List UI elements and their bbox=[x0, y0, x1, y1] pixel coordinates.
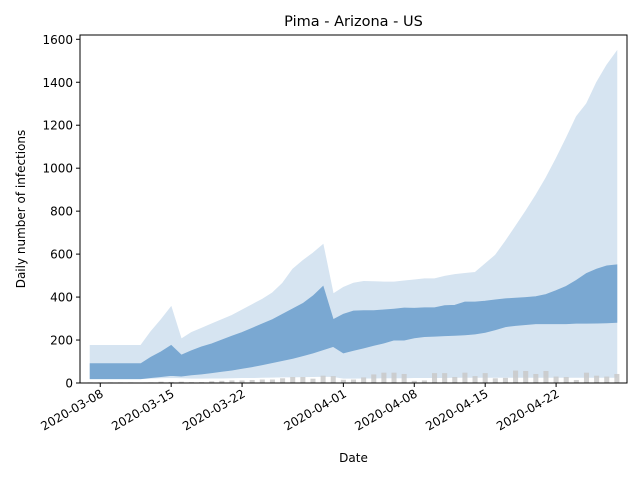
bar bbox=[219, 380, 225, 383]
bar bbox=[401, 373, 407, 383]
bar bbox=[269, 379, 275, 383]
bar bbox=[239, 380, 245, 383]
bar bbox=[594, 375, 600, 383]
y-tick-label: 400 bbox=[50, 291, 73, 305]
bar bbox=[442, 373, 448, 383]
bar bbox=[421, 380, 427, 383]
bar bbox=[604, 376, 610, 383]
bar bbox=[361, 377, 367, 383]
bar bbox=[300, 376, 306, 383]
bar bbox=[513, 370, 519, 383]
y-axis-label: Daily number of infections bbox=[14, 130, 28, 289]
x-tick-label: 2020-03-22 bbox=[180, 386, 247, 433]
x-tick-label: 2020-04-22 bbox=[494, 386, 561, 433]
x-axis-label: Date bbox=[339, 451, 368, 465]
bar bbox=[290, 376, 296, 383]
y-tick-label: 1000 bbox=[42, 162, 73, 176]
inner-band-area bbox=[89, 264, 618, 380]
y-tick-label: 800 bbox=[50, 205, 73, 219]
bar bbox=[583, 372, 590, 383]
y-tick-label: 0 bbox=[65, 377, 73, 391]
bar bbox=[543, 370, 549, 383]
bar bbox=[462, 372, 468, 383]
bar bbox=[533, 373, 539, 383]
bar bbox=[381, 372, 387, 383]
bar bbox=[320, 375, 326, 383]
y-tick-label: 1200 bbox=[42, 119, 73, 133]
bar bbox=[340, 379, 346, 383]
bar bbox=[563, 376, 569, 383]
plot-frame bbox=[79, 34, 628, 384]
bar bbox=[614, 373, 620, 383]
y-tick-label: 600 bbox=[50, 248, 73, 262]
y-tick-label: 1600 bbox=[42, 33, 73, 47]
bar bbox=[523, 370, 529, 383]
x-tick-label: 2020-03-08 bbox=[38, 386, 105, 433]
bar bbox=[432, 373, 438, 383]
x-tick-label: 2020-04-15 bbox=[423, 386, 490, 433]
x-axis: 2020-03-08 2020-03-15 2020-03-22 2020-04-01… bbox=[38, 383, 562, 433]
bar bbox=[391, 372, 397, 383]
bar bbox=[411, 380, 417, 383]
bar bbox=[330, 376, 336, 383]
x-tick-label: 2020-04-01 bbox=[281, 386, 348, 433]
x-tick-label: 2020-03-15 bbox=[109, 386, 176, 433]
bar bbox=[280, 378, 286, 383]
bar bbox=[371, 374, 377, 383]
plot-area bbox=[87, 49, 620, 383]
bar bbox=[502, 377, 508, 383]
y-axis: 0 200 400 600 800 1000 1200 1400 1600 bbox=[42, 33, 80, 391]
chart-title: Pima - Arizona - US bbox=[284, 14, 423, 30]
bar bbox=[350, 379, 357, 383]
bar bbox=[249, 379, 255, 383]
bar bbox=[492, 378, 498, 383]
bar bbox=[472, 376, 478, 383]
bar bbox=[310, 378, 316, 383]
bar bbox=[178, 381, 184, 383]
bar bbox=[158, 381, 164, 383]
bar bbox=[168, 381, 174, 383]
bar bbox=[209, 381, 215, 383]
bar bbox=[259, 379, 265, 383]
bar bbox=[229, 380, 235, 383]
bar bbox=[553, 376, 559, 383]
bar bbox=[573, 379, 579, 383]
bar bbox=[482, 373, 488, 383]
bar bbox=[452, 376, 458, 383]
y-tick-label: 1400 bbox=[42, 76, 73, 90]
x-tick-label: 2020-04-08 bbox=[352, 386, 419, 433]
y-tick-label: 200 bbox=[50, 334, 73, 348]
